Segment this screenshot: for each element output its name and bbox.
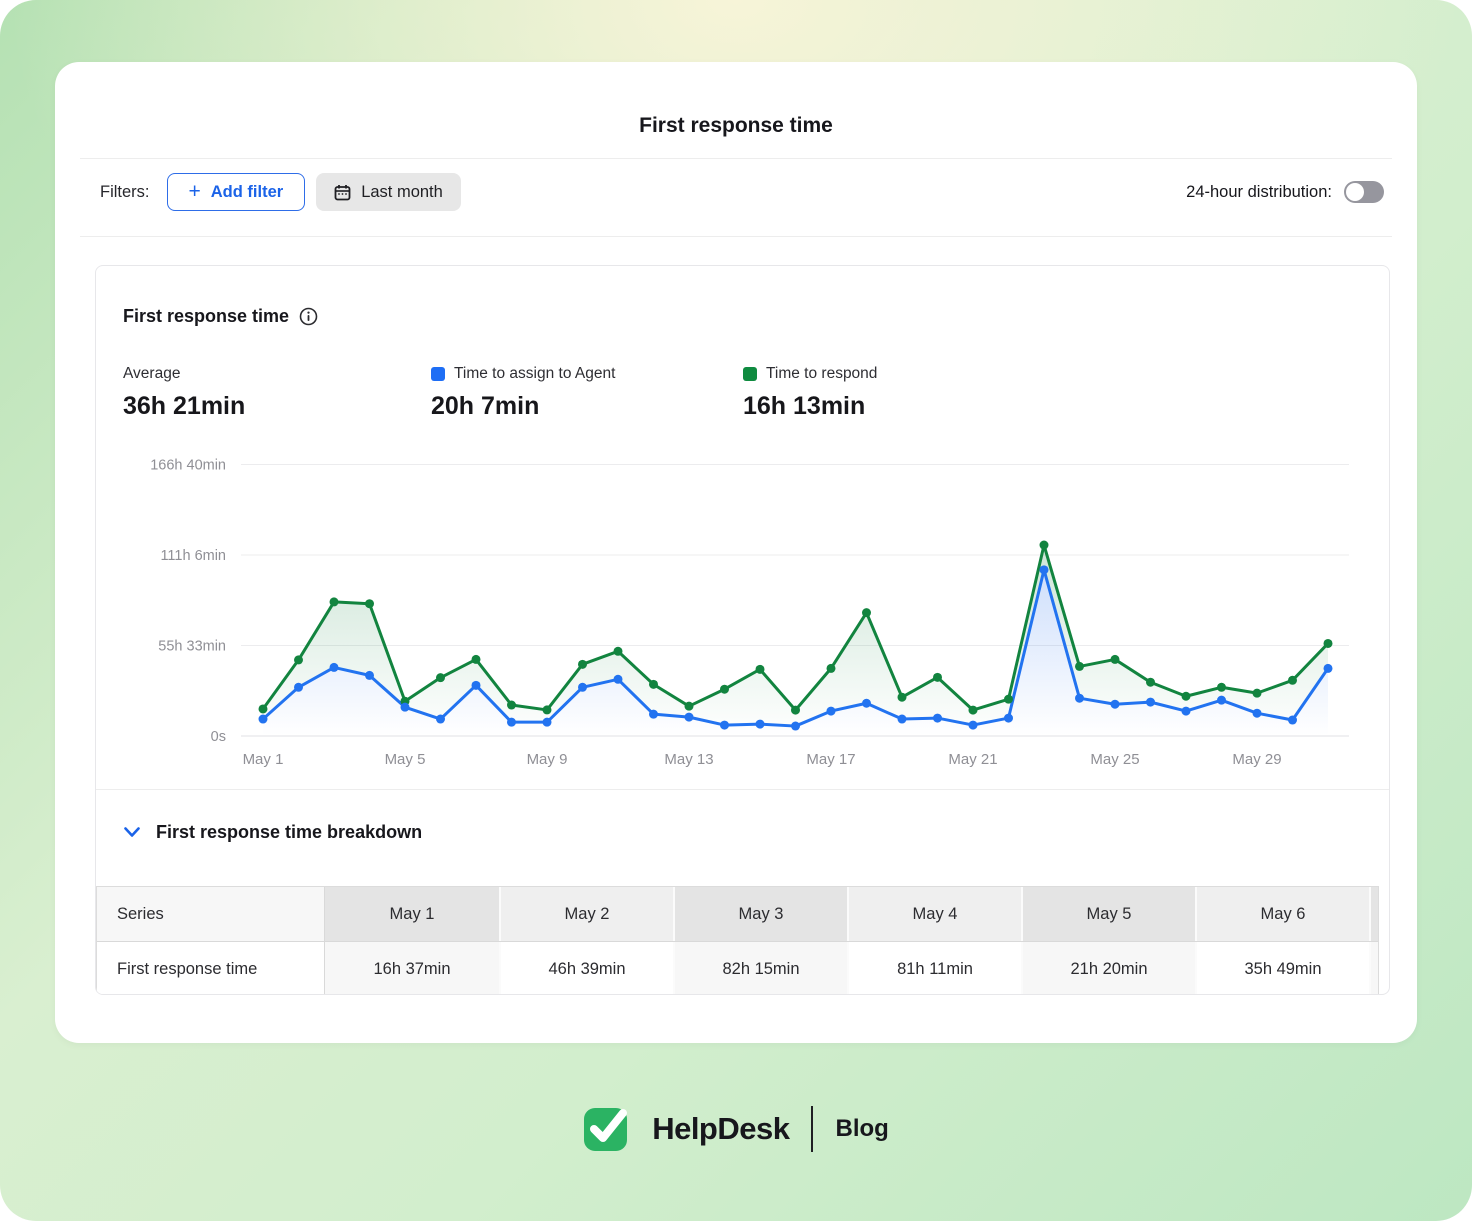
distribution-toggle[interactable] <box>1344 181 1384 203</box>
stat-assign-label: Time to assign to Agent <box>454 365 616 382</box>
brand-name: HelpDesk <box>652 1110 790 1146</box>
add-filter-label: Add filter <box>210 182 284 201</box>
table-cell: 16h 37min <box>325 942 499 994</box>
svg-text:May 17: May 17 <box>806 751 855 768</box>
date-range-button[interactable]: Last month <box>316 173 461 211</box>
distribution-label: 24-hour distribution: <box>1186 182 1332 201</box>
footer-section-label: Blog <box>835 1114 889 1142</box>
svg-text:May 5: May 5 <box>385 751 426 768</box>
filters-label: Filters: <box>100 182 150 201</box>
stat-average-label: Average <box>123 365 181 382</box>
chevron-down-icon <box>123 826 141 839</box>
svg-text:May 29: May 29 <box>1232 751 1281 768</box>
svg-text:May 21: May 21 <box>948 751 997 768</box>
divider <box>80 236 1392 237</box>
info-icon[interactable] <box>299 307 318 326</box>
table-header-cell: Series <box>97 887 325 941</box>
panel-title-row: First response time <box>123 306 318 327</box>
table-clipped-column <box>1369 887 1378 941</box>
svg-text:0s: 0s <box>211 729 226 745</box>
report-card: First response time Filters: + Add filte… <box>55 62 1417 1043</box>
stat-assign-value: 20h 7min <box>431 392 540 420</box>
table-header-cell: May 2 <box>499 887 673 941</box>
plus-icon: + <box>188 179 201 203</box>
svg-text:55h 33min: 55h 33min <box>158 638 226 654</box>
table-cell: 35h 49min <box>1195 942 1369 994</box>
table-header-row: Series May 1 May 2 May 3 May 4 May 5 May 6 <box>97 887 1378 942</box>
footer-divider <box>811 1105 814 1152</box>
table-header-cell: May 5 <box>1021 887 1195 941</box>
stat-respond-value: 16h 13min <box>743 392 866 420</box>
stat-respond-label: Time to respond <box>766 365 878 382</box>
table-cell: 46h 39min <box>499 942 673 994</box>
svg-text:111h 6min: 111h 6min <box>160 548 226 564</box>
breakdown-table: Series May 1 May 2 May 3 May 4 May 5 May 6 Firs… <box>96 886 1379 994</box>
stat-respond: Time to respond 16h 13min <box>743 365 877 421</box>
svg-text:166h 40min: 166h 40min <box>150 457 226 473</box>
table-row: First response time 16h 37min 46h 39min 82h… <box>97 942 1378 994</box>
divider <box>80 158 1392 159</box>
table-cell: 81h 11min <box>847 942 1021 994</box>
page-title: First response time <box>639 114 833 137</box>
svg-text:May 9: May 9 <box>527 751 568 768</box>
legend-swatch-respond <box>743 367 757 381</box>
calendar-icon <box>334 184 351 201</box>
table-header-cell: May 3 <box>673 887 847 941</box>
table-header-cell: May 1 <box>325 887 499 941</box>
table-header-cell: May 6 <box>1195 887 1369 941</box>
toggle-knob <box>1346 183 1364 201</box>
divider <box>96 789 1389 790</box>
date-range-label: Last month <box>361 182 443 201</box>
table-cell: 82h 15min <box>673 942 847 994</box>
filters-bar: Filters: + Add filter Last month 24-hour… <box>100 170 1384 214</box>
table-cell: 21h 20min <box>1021 942 1195 994</box>
table-clipped-column <box>1369 942 1378 994</box>
helpdesk-logo-icon <box>583 1105 630 1152</box>
stat-assign: Time to assign to Agent 20h 7min <box>431 365 615 421</box>
add-filter-button[interactable]: + Add filter <box>166 173 306 211</box>
footer-brand: HelpDesk Blog <box>0 1105 1472 1152</box>
table-cell: First response time <box>97 942 325 994</box>
breakdown-title: First response time breakdown <box>156 822 423 842</box>
panel-title: First response time <box>123 306 290 326</box>
legend-swatch-assign <box>431 367 445 381</box>
svg-text:May 1: May 1 <box>243 751 284 768</box>
stat-average: Average 36h 21min <box>123 365 245 421</box>
chart-panel: First response time Average 36h 21min Ti… <box>95 265 1390 995</box>
svg-text:May 25: May 25 <box>1090 751 1139 768</box>
table-header-cell: May 4 <box>847 887 1021 941</box>
stat-average-value: 36h 21min <box>123 392 246 420</box>
breakdown-toggle[interactable]: First response time breakdown <box>123 822 422 843</box>
response-time-chart: 0s 55h 33min 111h 6min 166h 40min May 1 May 5… <box>150 457 1349 768</box>
svg-text:May 13: May 13 <box>664 751 713 768</box>
